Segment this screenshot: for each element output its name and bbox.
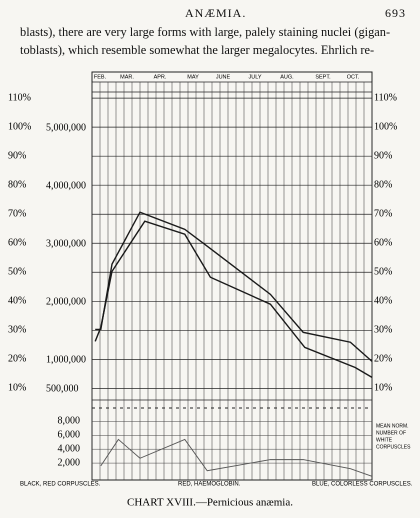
count-tick-label: 1,000,000 bbox=[46, 355, 86, 366]
month-label: SEPT. bbox=[315, 74, 331, 80]
y-tick-label: 2,000 bbox=[58, 457, 81, 468]
line bbox=[94, 220, 373, 378]
y-tick-label: 40% bbox=[8, 296, 26, 307]
y2-tick-label: 70% bbox=[374, 209, 392, 220]
y-tick-label: 10% bbox=[8, 383, 26, 394]
count-tick-label: 4,000,000 bbox=[46, 181, 86, 192]
month-label: JUNE bbox=[216, 74, 231, 80]
y2-tick-label: 30% bbox=[374, 325, 392, 336]
y-tick-label: 50% bbox=[8, 267, 26, 278]
note: CORPUSCLES bbox=[376, 444, 411, 450]
y-tick-label: 4,000 bbox=[58, 443, 81, 454]
note: NUMBER OF bbox=[376, 430, 406, 436]
note: MEAN NORM. bbox=[376, 423, 409, 429]
y2-tick-label: 110% bbox=[374, 92, 397, 103]
body-text: toblasts), which resemble somewhat the l… bbox=[20, 43, 375, 57]
y2-tick-label: 90% bbox=[374, 150, 392, 161]
y2-tick-label: 80% bbox=[374, 180, 392, 191]
caption: CHART XVIII.—Pernicious anæmia. bbox=[127, 497, 293, 509]
month-label: JULY bbox=[248, 74, 261, 80]
y-tick-label: 70% bbox=[8, 209, 26, 220]
y-tick-label: 8,000 bbox=[58, 416, 81, 427]
y2-tick-label: 40% bbox=[374, 296, 392, 307]
month-label: MAR. bbox=[120, 74, 134, 80]
legend-label: RED, HAEMOGLOBIN. bbox=[178, 482, 241, 488]
y-tick-label: 100% bbox=[8, 121, 31, 132]
legend-label: BLACK, RED CORPUSCLES. bbox=[20, 482, 101, 488]
y-tick-label: 30% bbox=[8, 325, 26, 336]
y2-tick-label: 60% bbox=[374, 238, 392, 249]
y2-tick-label: 100% bbox=[374, 121, 397, 132]
y-tick-label: 90% bbox=[8, 150, 26, 161]
y2-tick-label: 50% bbox=[374, 267, 392, 278]
running-head: ANÆMIA. bbox=[185, 6, 247, 20]
month-label: APR. bbox=[154, 74, 167, 80]
count-tick-label: 500,000 bbox=[46, 384, 79, 395]
y-tick-label: 6,000 bbox=[58, 430, 81, 441]
y-tick-label: 80% bbox=[8, 180, 26, 191]
month-label: FEB. bbox=[94, 74, 107, 80]
note: WHITE bbox=[376, 437, 393, 443]
page-number: 693 bbox=[385, 6, 406, 20]
chart-frame bbox=[91, 71, 373, 481]
y-tick-label: 60% bbox=[8, 238, 26, 249]
legend-label: BLUE, COLORLESS CORPUSCLES. bbox=[312, 482, 413, 488]
y2-tick-label: 20% bbox=[374, 354, 392, 365]
y-tick-label: 20% bbox=[8, 354, 26, 365]
count-tick-label: 3,000,000 bbox=[46, 239, 86, 250]
count-tick-label: 5,000,000 bbox=[46, 122, 86, 133]
month-label: MAY bbox=[187, 74, 199, 80]
count-tick-label: 2,000,000 bbox=[46, 297, 86, 308]
y-tick-label: 110% bbox=[8, 92, 31, 103]
line bbox=[100, 438, 373, 477]
y2-tick-label: 10% bbox=[374, 383, 392, 394]
month-label: OCT. bbox=[347, 74, 360, 80]
month-label: AUG. bbox=[280, 74, 294, 80]
body-text: blasts), there are very large forms with… bbox=[20, 25, 391, 39]
